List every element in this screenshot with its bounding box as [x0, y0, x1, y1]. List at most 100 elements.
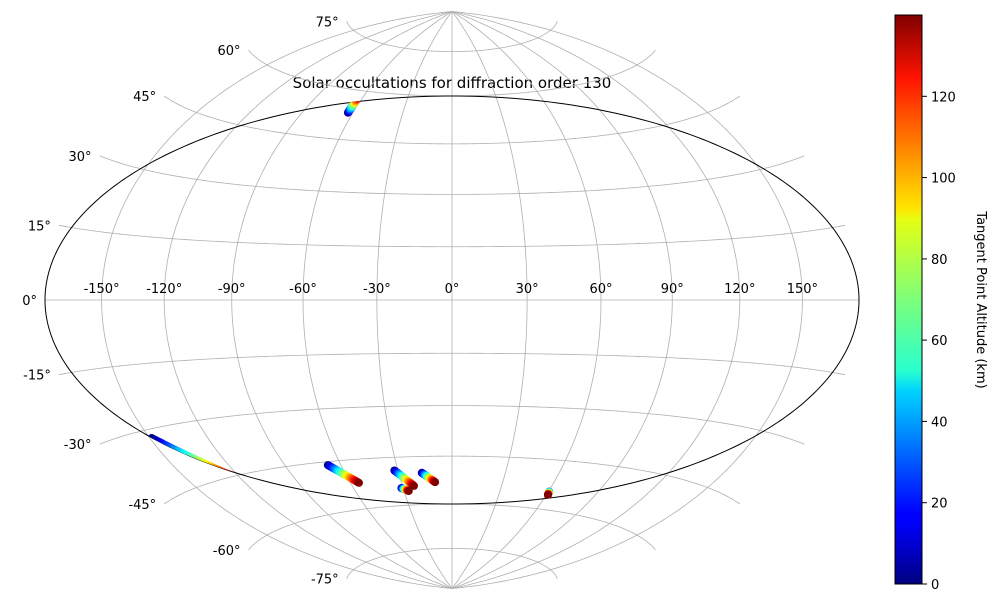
data-point	[410, 481, 419, 490]
data-point	[599, 493, 608, 502]
lat-tick-label: 30°	[68, 150, 91, 165]
parallel-gridline	[58, 224, 846, 248]
data-point	[629, 86, 637, 94]
data-point	[610, 82, 618, 90]
data-point	[604, 489, 613, 498]
parallel-gridline	[58, 352, 846, 376]
data-point	[601, 492, 610, 501]
colorbar-tick-label: 20	[931, 497, 948, 512]
data-point	[599, 493, 608, 502]
lat-tick-label: -45°	[128, 498, 156, 513]
data-point	[625, 85, 633, 93]
lat-tick-labels: 0° 15° 30° 45° 60° 75° -15° -30° -45° -60° -75°	[22, 15, 338, 587]
lat-tick-label: -75°	[311, 573, 339, 588]
data-point	[291, 527, 299, 535]
data-point	[290, 527, 298, 535]
data-point	[285, 526, 293, 534]
data-point	[289, 527, 297, 535]
lat-tick-label: -30°	[64, 438, 92, 453]
lon-tick-label: -30°	[363, 282, 391, 297]
data-point	[601, 491, 610, 500]
data-point	[288, 527, 296, 535]
data-point	[604, 489, 613, 498]
data-point	[600, 492, 609, 501]
data-point	[294, 528, 302, 536]
colorbar-tick-label: 40	[931, 415, 948, 430]
data-point	[287, 527, 295, 535]
parallel-gridline	[346, 547, 558, 579]
colorbar: 0 20 40 60 80 100 120 Tangent Point Altitude (…	[894, 14, 988, 593]
lon-tick-label: 60°	[589, 282, 612, 297]
data-point	[597, 494, 606, 503]
lon-tick-label: -150°	[84, 282, 120, 297]
data-point	[615, 83, 623, 91]
lon-tick-label: 90°	[661, 282, 684, 297]
parallel-gridline	[163, 95, 741, 145]
lon-tick-labels: -150° -120° -90° -60° -30° 0° 30° 60° 90° 120° 150…	[84, 282, 818, 297]
data-point	[602, 491, 611, 500]
data-point	[289, 527, 297, 535]
data-point	[291, 527, 299, 535]
lon-tick-label: -120°	[146, 282, 182, 297]
data-point	[600, 492, 609, 501]
data-point	[286, 526, 294, 534]
data-point	[602, 490, 611, 499]
parallel-gridline	[99, 405, 805, 445]
data-point	[599, 493, 608, 502]
data-point	[292, 527, 300, 535]
colorbar-tick-label: 80	[931, 253, 948, 268]
data-point	[287, 527, 295, 535]
lat-tick-label: 60°	[217, 44, 240, 59]
data-point	[600, 492, 609, 501]
data-point	[604, 489, 613, 498]
data-point	[601, 491, 610, 500]
data-point	[615, 83, 623, 91]
data-point	[354, 478, 363, 487]
data-point	[611, 82, 619, 90]
lat-tick-label: 75°	[316, 15, 339, 30]
data-point	[603, 490, 612, 499]
data-point	[626, 86, 634, 94]
data-point	[597, 494, 606, 503]
data-point	[293, 527, 301, 535]
data-point	[602, 490, 611, 499]
data-point	[600, 492, 609, 501]
data-point	[291, 527, 299, 535]
graticule	[45, 11, 859, 589]
lat-tick-label: 0°	[22, 294, 37, 309]
lat-tick-label: -15°	[23, 369, 51, 384]
data-point	[630, 87, 638, 95]
parallel-gridline	[99, 155, 805, 195]
data-point	[543, 490, 552, 499]
data-point	[297, 528, 305, 536]
data-point	[284, 526, 292, 534]
data-point	[598, 494, 607, 503]
data-point	[289, 527, 297, 535]
colorbar-ticks: 0 20 40 60 80 100 120	[922, 90, 956, 593]
data-point	[294, 527, 302, 535]
data-point	[597, 495, 606, 504]
colorbar-tick-label: 100	[931, 172, 956, 187]
lon-tick-label: 120°	[724, 282, 755, 297]
data-point	[597, 495, 606, 504]
data-point	[290, 527, 298, 535]
parallel-gridline	[346, 21, 558, 53]
data-point	[295, 528, 303, 536]
data-point	[603, 490, 612, 499]
data-point	[603, 489, 612, 498]
lat-tick-label: -60°	[213, 544, 241, 559]
data-point	[292, 527, 300, 535]
lon-tick-label: 150°	[787, 282, 818, 297]
data-point	[598, 493, 607, 502]
data-point	[290, 527, 298, 535]
data-point	[601, 491, 610, 500]
data-point	[616, 83, 624, 91]
colorbar-tick-label: 60	[931, 334, 948, 349]
data-point	[297, 528, 305, 536]
data-point	[598, 494, 607, 503]
data-point	[600, 492, 609, 501]
data-point	[599, 493, 608, 502]
data-point	[604, 489, 613, 498]
lon-tick-label: 30°	[516, 282, 539, 297]
data-point	[292, 527, 300, 535]
